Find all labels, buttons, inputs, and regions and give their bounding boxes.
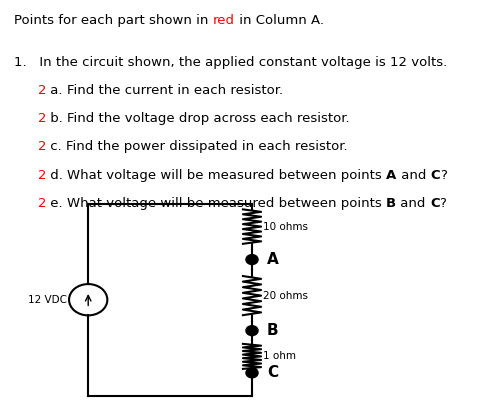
Text: C: C (430, 197, 439, 210)
Text: in Column A.: in Column A. (235, 14, 324, 28)
Text: Find the current in each resistor.: Find the current in each resistor. (67, 84, 283, 98)
Text: ?: ? (439, 197, 447, 210)
Text: What voltage will be measured between points: What voltage will be measured between po… (68, 169, 387, 182)
Text: 2: 2 (38, 84, 46, 98)
Text: C: C (267, 365, 278, 380)
Text: Find the power dissipated in each resistor.: Find the power dissipated in each resist… (67, 140, 348, 154)
Text: ?: ? (440, 169, 447, 182)
Text: 20 ohms: 20 ohms (263, 290, 308, 301)
Text: C: C (430, 169, 440, 182)
Text: B: B (267, 323, 279, 338)
Text: c.: c. (46, 140, 67, 154)
Text: What voltage will be measured between points: What voltage will be measured between po… (67, 197, 386, 210)
Text: and: and (396, 197, 430, 210)
Text: A: A (267, 252, 279, 267)
Text: and: and (397, 169, 430, 182)
Text: d.: d. (46, 169, 68, 182)
Text: 2: 2 (38, 112, 46, 126)
Text: 1.   In the circuit shown, the applied constant voltage is 12 volts.: 1. In the circuit shown, the applied con… (14, 56, 448, 70)
Text: A: A (387, 169, 397, 182)
Text: b.: b. (46, 112, 68, 126)
Text: 2: 2 (38, 169, 46, 182)
Text: e.: e. (46, 197, 67, 210)
Text: 1 ohm: 1 ohm (263, 351, 296, 361)
Circle shape (246, 368, 258, 378)
Text: a.: a. (46, 84, 67, 98)
Text: B: B (386, 197, 396, 210)
Text: 12 VDC: 12 VDC (28, 295, 67, 305)
Text: 2: 2 (38, 197, 46, 210)
Text: red: red (213, 14, 235, 28)
Text: 10 ohms: 10 ohms (263, 222, 308, 232)
Text: 2: 2 (38, 140, 46, 154)
Text: Find the voltage drop across each resistor.: Find the voltage drop across each resist… (68, 112, 350, 126)
Circle shape (246, 325, 258, 335)
Circle shape (246, 255, 258, 265)
Text: Points for each part shown in: Points for each part shown in (14, 14, 213, 28)
